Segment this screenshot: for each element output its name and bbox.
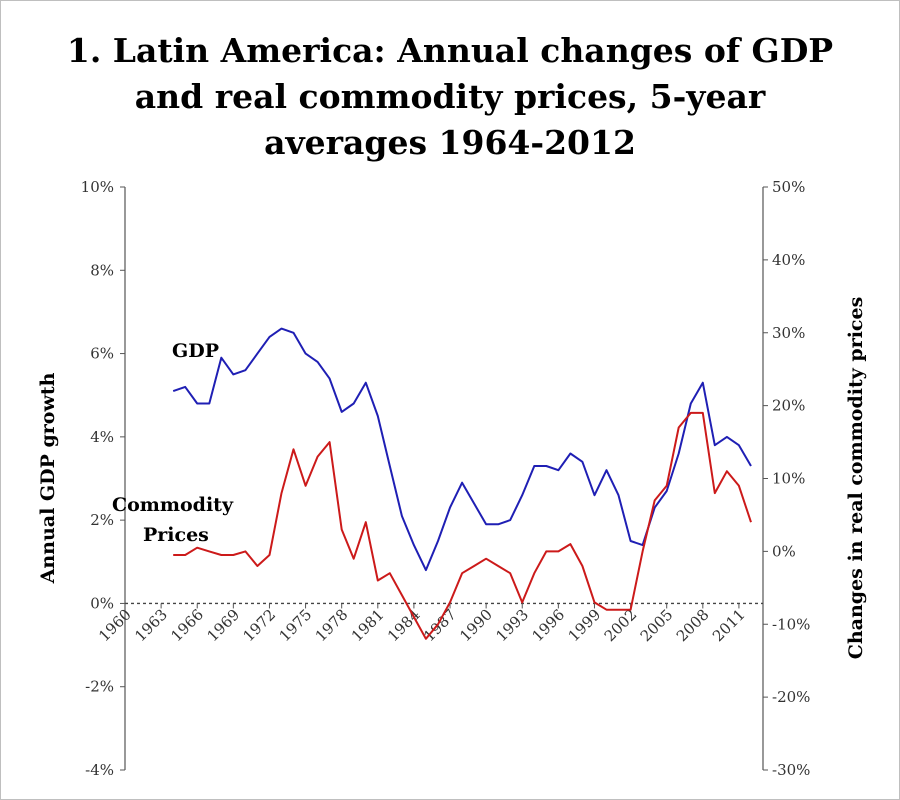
x-tick-label: 2011 [709,606,749,646]
x-tick-label: 1978 [312,606,352,646]
y-axis-label-right: Changes in real commodity prices [845,297,867,660]
y-tick-label-right: 30% [772,324,805,342]
x-tick-label: 1993 [492,606,532,646]
commodity-series-label-line-1: Commodity [112,494,234,516]
x-tick-label: 2002 [601,606,641,646]
x-tick-label: 1972 [240,606,280,646]
y-tick-label-right: 20% [772,397,805,415]
series-layer [172,327,752,640]
x-tick-label: 1963 [131,606,171,646]
y-tick-label-left: 4% [90,428,114,446]
x-tick-label: 2008 [673,606,713,646]
chart-title: 1. Latin America: Annual changes of GDP … [0,28,900,166]
y-tick-label-right: 0% [772,542,796,560]
x-tick-label: 1969 [203,606,243,646]
chart-title-line-1: 1. Latin America: Annual changes of GDP [66,31,834,70]
y-tick-label-left: 8% [90,261,114,279]
x-tick-label: 2005 [637,606,677,646]
x-tick-label: 1966 [167,606,207,646]
y-tick-label-right: 10% [772,470,805,488]
y-tick-label-left: 0% [90,594,114,612]
x-tick-label: 1981 [348,606,388,646]
chart-title-line-3: averages 1964-2012 [264,123,636,162]
commodity-prices-series-line [173,411,752,640]
y-tick-label-right: -10% [772,615,810,633]
gdp-series-label: GDP [172,340,219,362]
ticks-layer: -4% -2% 0% 2% 4% 6% 8% 10% -30% -20% -10% 0% 10% 20% 3… [81,178,811,779]
x-tick-label: 1990 [456,606,496,646]
y-tick-label-right: 40% [772,251,805,269]
commodity-series-label-line-2: Prices [143,524,209,546]
y-tick-label-right: -30% [772,761,810,779]
gdp-series-line [172,327,752,572]
x-tick-label: 1975 [276,606,316,646]
y-tick-label-right: 50% [772,178,805,196]
y-tick-label-left: 2% [90,511,114,529]
x-tick-label: 1999 [565,606,605,646]
chart-title-line-2: and real commodity prices, 5-year [134,77,766,116]
y-tick-label-left: -4% [85,761,114,779]
y-axis-label-left: Annual GDP growth [37,372,59,584]
y-tick-label-left: -2% [85,678,114,696]
y-tick-label-right: -20% [772,688,810,706]
y-tick-label-left: 10% [81,178,114,196]
y-tick-label-left: 6% [90,345,114,363]
x-tick-label: 1996 [528,606,568,646]
